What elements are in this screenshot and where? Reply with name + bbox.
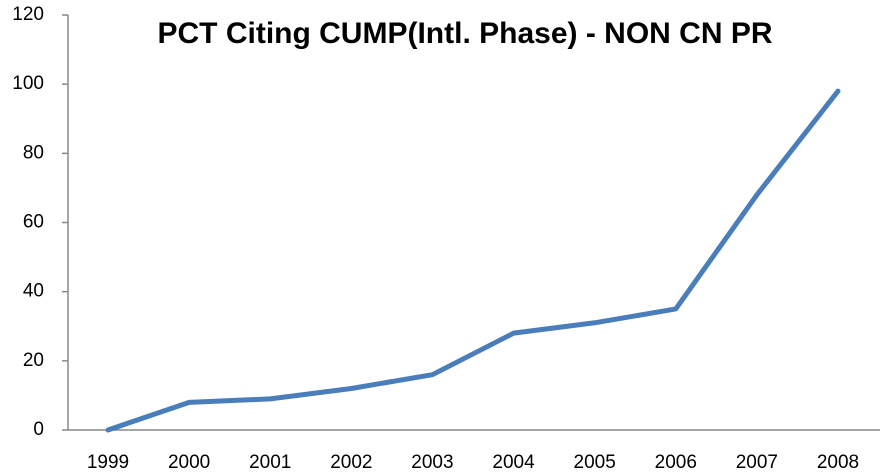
x-tick-label: 2000 bbox=[168, 452, 210, 473]
y-tick-label: 40 bbox=[23, 281, 44, 302]
x-tick-label: 2002 bbox=[330, 452, 372, 473]
y-tick-label: 100 bbox=[12, 73, 44, 94]
y-tick-label: 80 bbox=[23, 142, 44, 163]
x-tick-label: 2006 bbox=[655, 452, 697, 473]
x-tick-label: 2003 bbox=[411, 452, 453, 473]
y-tick-label: 20 bbox=[23, 350, 44, 371]
x-tick-label: 1999 bbox=[87, 452, 129, 473]
y-tick-label: 60 bbox=[23, 212, 44, 233]
y-tick-label: 120 bbox=[12, 4, 44, 25]
x-tick-label: 2008 bbox=[817, 452, 859, 473]
chart-title: PCT Citing CUMP(Intl. Phase) - NON CN PR bbox=[158, 17, 773, 50]
y-tick-label: 0 bbox=[33, 419, 44, 440]
x-tick-label: 2005 bbox=[574, 452, 616, 473]
x-tick-label: 2007 bbox=[736, 452, 778, 473]
data-line bbox=[105, 88, 841, 433]
x-tick-label: 2004 bbox=[492, 452, 535, 473]
x-tick-label: 2001 bbox=[249, 452, 291, 473]
